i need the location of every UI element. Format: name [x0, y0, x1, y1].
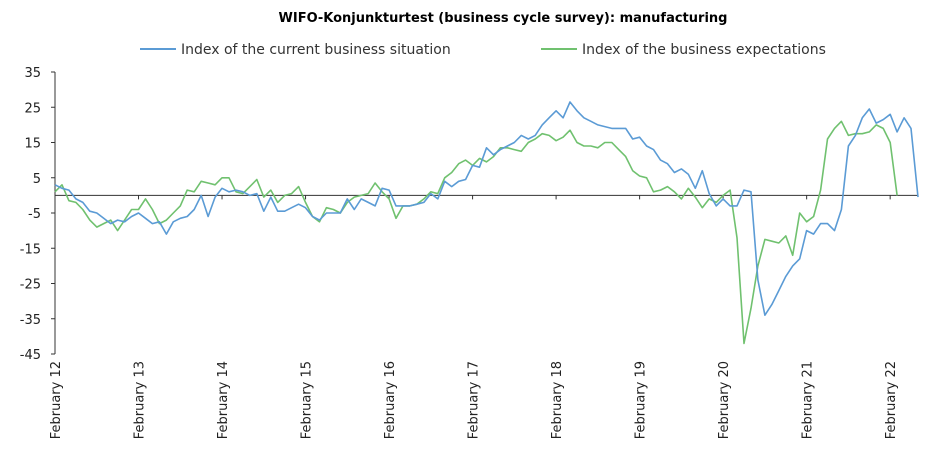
x-tick-label: February 19	[634, 361, 649, 439]
chart-title: WIFO-Konjunkturtest (business cycle surv…	[279, 11, 728, 26]
y-tick-label: 15	[24, 137, 41, 152]
legend-label-expectations: Index of the business expectations	[582, 42, 826, 58]
x-tick-label: February 14	[216, 361, 231, 439]
x-tick-label: February 16	[383, 361, 398, 439]
legend-label-current: Index of the current business situation	[181, 42, 451, 58]
x-tick-label: February 15	[300, 361, 315, 439]
series-line-business-expectations	[54, 120, 898, 345]
y-tick-label: -45	[20, 348, 41, 363]
x-tick-label: February 17	[467, 361, 482, 439]
series-group	[54, 101, 919, 345]
x-tick-label: February 22	[884, 361, 899, 439]
y-tick-label: -15	[20, 242, 41, 257]
x-tick-label: February 18	[550, 361, 565, 439]
legend: Index of the current business situation …	[140, 42, 826, 58]
x-tick-label: February 13	[133, 361, 148, 439]
x-axis: February 12 February 13 February 14 Februar…	[49, 195, 899, 439]
y-axis: 35 25 15 5 -5 -15 -25 -35 -45	[20, 66, 56, 363]
x-tick-label: February 20	[717, 361, 732, 439]
y-tick-label: 5	[33, 172, 41, 187]
y-tick-label: -35	[20, 313, 41, 328]
y-tick-label: 35	[24, 66, 41, 81]
y-tick-label: 25	[24, 101, 41, 116]
series-line-current-situation	[54, 101, 919, 317]
y-tick-label: -25	[20, 278, 41, 293]
x-tick-label: February 21	[801, 361, 816, 439]
x-tick-label: February 12	[49, 361, 64, 439]
y-tick-label: -5	[28, 207, 41, 222]
